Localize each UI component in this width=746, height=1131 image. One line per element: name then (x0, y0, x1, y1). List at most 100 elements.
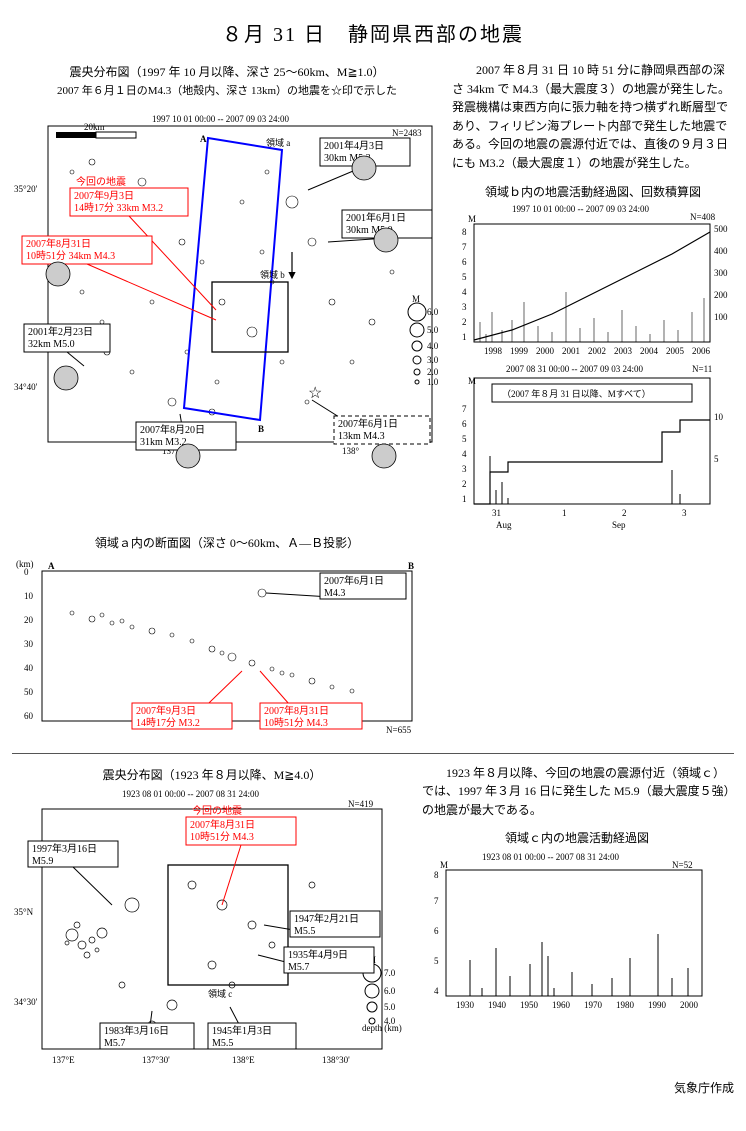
svg-text:20: 20 (24, 615, 34, 625)
svg-text:2007年9月3日: 2007年9月3日 (136, 704, 196, 717)
svg-text:1945年1月3日: 1945年1月3日 (212, 1024, 272, 1037)
svg-text:6.0: 6.0 (427, 307, 439, 317)
map3-title: 震央分布図（1923 年８月以降、M≧4.0） (12, 766, 412, 783)
svg-text:1983年3月16日: 1983年3月16日 (104, 1024, 169, 1037)
svg-text:N=655: N=655 (386, 725, 412, 735)
svg-text:1: 1 (562, 508, 567, 518)
svg-text:6.0: 6.0 (384, 986, 396, 996)
map3-svg: 1923 08 01 00:00 -- 2007 08 31 24:00 N=4… (12, 785, 412, 1075)
para3: 1923 年８月以降、今回の地震の震源付近（領域ｃ）では、1997 年３月 16… (422, 764, 732, 820)
svg-text:4: 4 (434, 986, 439, 996)
svg-text:2003: 2003 (614, 346, 633, 356)
svg-text:5: 5 (714, 454, 719, 464)
svg-text:5: 5 (434, 956, 439, 966)
svg-text:2001年2月23日: 2001年2月23日 (28, 325, 93, 338)
svg-text:☆: ☆ (308, 385, 322, 402)
svg-text:1: 1 (462, 494, 467, 504)
svg-text:3.0: 3.0 (427, 355, 439, 365)
svg-text:Aug: Aug (496, 520, 512, 530)
svg-text:7: 7 (462, 404, 467, 414)
svg-text:60: 60 (24, 711, 34, 721)
svg-text:10: 10 (714, 412, 724, 422)
svg-text:depth (km): depth (km) (362, 1023, 402, 1033)
svg-text:1970: 1970 (584, 1000, 603, 1010)
svg-text:領域 a: 領域 a (266, 137, 290, 148)
divider (12, 753, 734, 754)
svg-text:2: 2 (622, 508, 627, 518)
svg-text:10: 10 (24, 591, 34, 601)
svg-text:M: M (440, 860, 448, 870)
section3-row: 震央分布図（1923 年８月以降、M≧4.0） 1923 08 01 00:00… (12, 764, 734, 1075)
svg-text:40: 40 (24, 663, 34, 673)
svg-text:M5.7: M5.7 (288, 962, 309, 973)
svg-text:137°30': 137°30' (142, 1055, 170, 1065)
svg-text:300: 300 (714, 268, 728, 278)
svg-text:1923 08 01 00:00 -- 2007 08 31: 1923 08 01 00:00 -- 2007 08 31 24:00 (122, 789, 259, 799)
svg-text:31km M3.2: 31km M3.2 (140, 437, 187, 448)
svg-text:1947年2月21日: 1947年2月21日 (294, 912, 359, 925)
svg-text:1.0: 1.0 (427, 377, 439, 387)
svg-text:0: 0 (24, 567, 29, 577)
svg-text:34°40': 34°40' (14, 382, 38, 392)
map1-svg: 1997 10 01 00:00 -- 2007 09 03 24:00 N=2… (12, 102, 442, 472)
svg-text:Sep: Sep (612, 520, 626, 530)
svg-text:M4.3: M4.3 (324, 588, 345, 599)
svg-text:138°30': 138°30' (322, 1055, 350, 1065)
svg-text:領域 b: 領域 b (260, 269, 285, 280)
tsc-svg: 1923 08 01 00:00 -- 2007 08 31 24:00 N=5… (422, 848, 722, 1018)
svg-text:N=419: N=419 (348, 799, 374, 809)
svg-text:2007年8月20日: 2007年8月20日 (140, 423, 205, 436)
svg-text:1980: 1980 (616, 1000, 635, 1010)
svg-text:M5.5: M5.5 (212, 1038, 233, 1049)
svg-text:2000: 2000 (680, 1000, 699, 1010)
svg-text:（2007 年８月 31 日以降、Mすべて）: （2007 年８月 31 日以降、Mすべて） (502, 388, 651, 399)
svg-text:6: 6 (434, 926, 439, 936)
svg-text:4: 4 (462, 287, 467, 297)
svg-text:A: A (48, 561, 55, 571)
svg-text:5: 5 (462, 272, 467, 282)
svg-text:2004: 2004 (640, 346, 659, 356)
svg-text:13km M4.3: 13km M4.3 (338, 431, 385, 442)
svg-text:1950: 1950 (520, 1000, 539, 1010)
svg-text:今回の地震: 今回の地震 (76, 175, 126, 188)
svg-text:今回の地震: 今回の地震 (192, 804, 242, 817)
svg-text:2.0: 2.0 (427, 367, 439, 377)
svg-text:1940: 1940 (488, 1000, 507, 1010)
svg-text:2002: 2002 (588, 346, 606, 356)
svg-text:6: 6 (462, 419, 467, 429)
svg-text:2: 2 (462, 479, 467, 489)
svg-text:7.0: 7.0 (384, 968, 396, 978)
svg-text:5: 5 (462, 434, 467, 444)
svg-text:M5.9: M5.9 (32, 856, 53, 867)
svg-text:1997年3月16日: 1997年3月16日 (32, 842, 97, 855)
svg-text:B: B (408, 561, 414, 571)
tsb-svg: 1997 10 01 00:00 -- 2007 09 03 24:00 N=4… (452, 202, 734, 362)
svg-text:2007年8月31日: 2007年8月31日 (26, 237, 91, 250)
svg-text:2007 08 31 00:00 -- 2007 09 03: 2007 08 31 00:00 -- 2007 09 03 24:00 (506, 364, 643, 374)
svg-text:400: 400 (714, 246, 728, 256)
svg-text:10時51分 M4.3: 10時51分 M4.3 (190, 831, 254, 843)
svg-text:2001年6月1日: 2001年6月1日 (346, 211, 406, 224)
svg-text:3: 3 (682, 508, 687, 518)
svg-text:3: 3 (462, 464, 467, 474)
svg-text:N=52: N=52 (672, 860, 693, 870)
svg-text:1960: 1960 (552, 1000, 571, 1010)
xsec-svg: (km) A B 0102030405060 N=655 2007年6月1日M4… (12, 553, 442, 743)
svg-text:137°E: 137°E (52, 1055, 75, 1065)
svg-text:M5.5: M5.5 (294, 926, 315, 937)
svg-text:2007年6月1日: 2007年6月1日 (338, 417, 398, 430)
xsec-title: 領域ａ内の断面図（深さ 0～60km、Ａ―Ｂ投影） (12, 534, 442, 551)
svg-text:2001: 2001 (562, 346, 580, 356)
svg-text:領域 c: 領域 c (208, 988, 232, 999)
svg-text:3: 3 (462, 302, 467, 312)
tsb-title: 領域ｂ内の地震活動経過図、回数積算図 (452, 183, 734, 200)
svg-text:100: 100 (714, 312, 728, 322)
svg-text:8: 8 (434, 870, 439, 880)
svg-text:2001年4月3日: 2001年4月3日 (324, 139, 384, 152)
svg-text:M: M (468, 376, 476, 386)
right3-col: 1923 年８月以降、今回の地震の震源付近（領域ｃ）では、1997 年３月 16… (422, 764, 732, 1075)
svg-text:1923 08 01 00:00 -- 2007 08 31: 1923 08 01 00:00 -- 2007 08 31 24:00 (482, 852, 619, 862)
svg-text:1998: 1998 (484, 346, 503, 356)
svg-text:10時51分 M4.3: 10時51分 M4.3 (264, 717, 328, 729)
svg-text:5.0: 5.0 (427, 325, 439, 335)
